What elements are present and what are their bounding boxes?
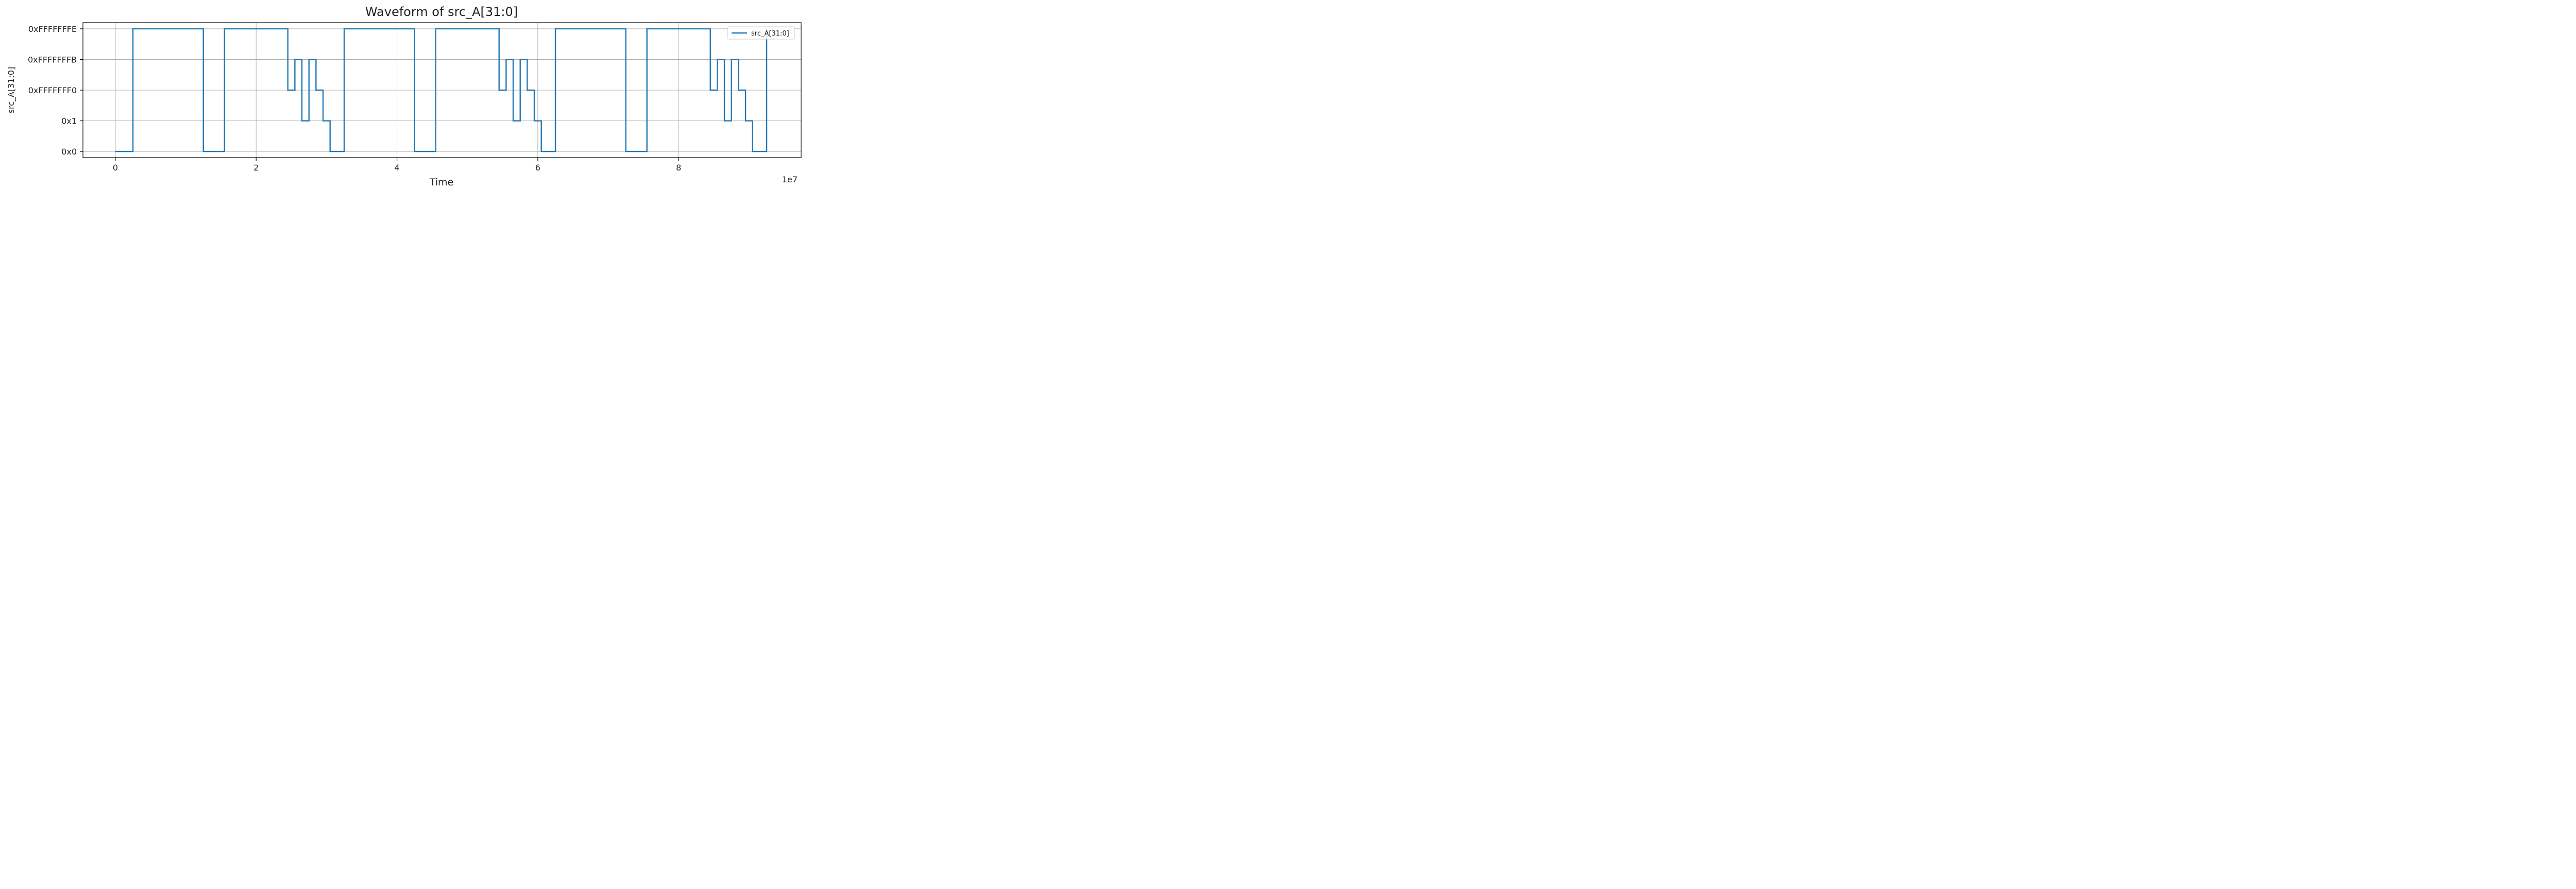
y-tick-label: 0x1: [61, 116, 77, 126]
series-layer: [115, 28, 768, 152]
chart-title: Waveform of src_A[31:0]: [365, 5, 518, 19]
waveform-chart: Waveform of src_A[31:0] 0 2 4 6 8 0x0 0x1 0xFFF…: [0, 0, 804, 194]
legend-series-label: src_A[31:0]: [751, 30, 789, 38]
legend: src_A[31:0]: [727, 26, 795, 40]
x-tick-label: 0: [113, 163, 118, 173]
y-tick-label: 0xFFFFFFF0: [28, 86, 77, 95]
series-line-0: [115, 28, 768, 152]
x-tick-label: 2: [253, 163, 259, 173]
y-tick-label: 0xFFFFFFFB: [28, 55, 77, 64]
x-tick-label: 6: [535, 163, 540, 173]
y-tick-label: 0x0: [61, 147, 77, 157]
legend-box: [727, 26, 795, 40]
x-axis-offset-label: 1e7: [782, 175, 798, 184]
x-tick-label: 8: [676, 163, 681, 173]
y-axis-label: src_A[31:0]: [6, 67, 16, 114]
y-tick-label: 0xFFFFFFFE: [28, 24, 77, 34]
tick-layer: 0 2 4 6 8 0x0 0x1 0xFFFFFFF0 0xFFFFFFFB 0xFFFFFFF…: [28, 24, 681, 173]
figure-background: [0, 0, 804, 194]
x-tick-label: 4: [394, 163, 399, 173]
x-axis-label: Time: [429, 177, 454, 188]
waveform-chart-svg: Waveform of src_A[31:0] 0 2 4 6 8 0x0 0x1 0xFFF…: [0, 0, 804, 194]
